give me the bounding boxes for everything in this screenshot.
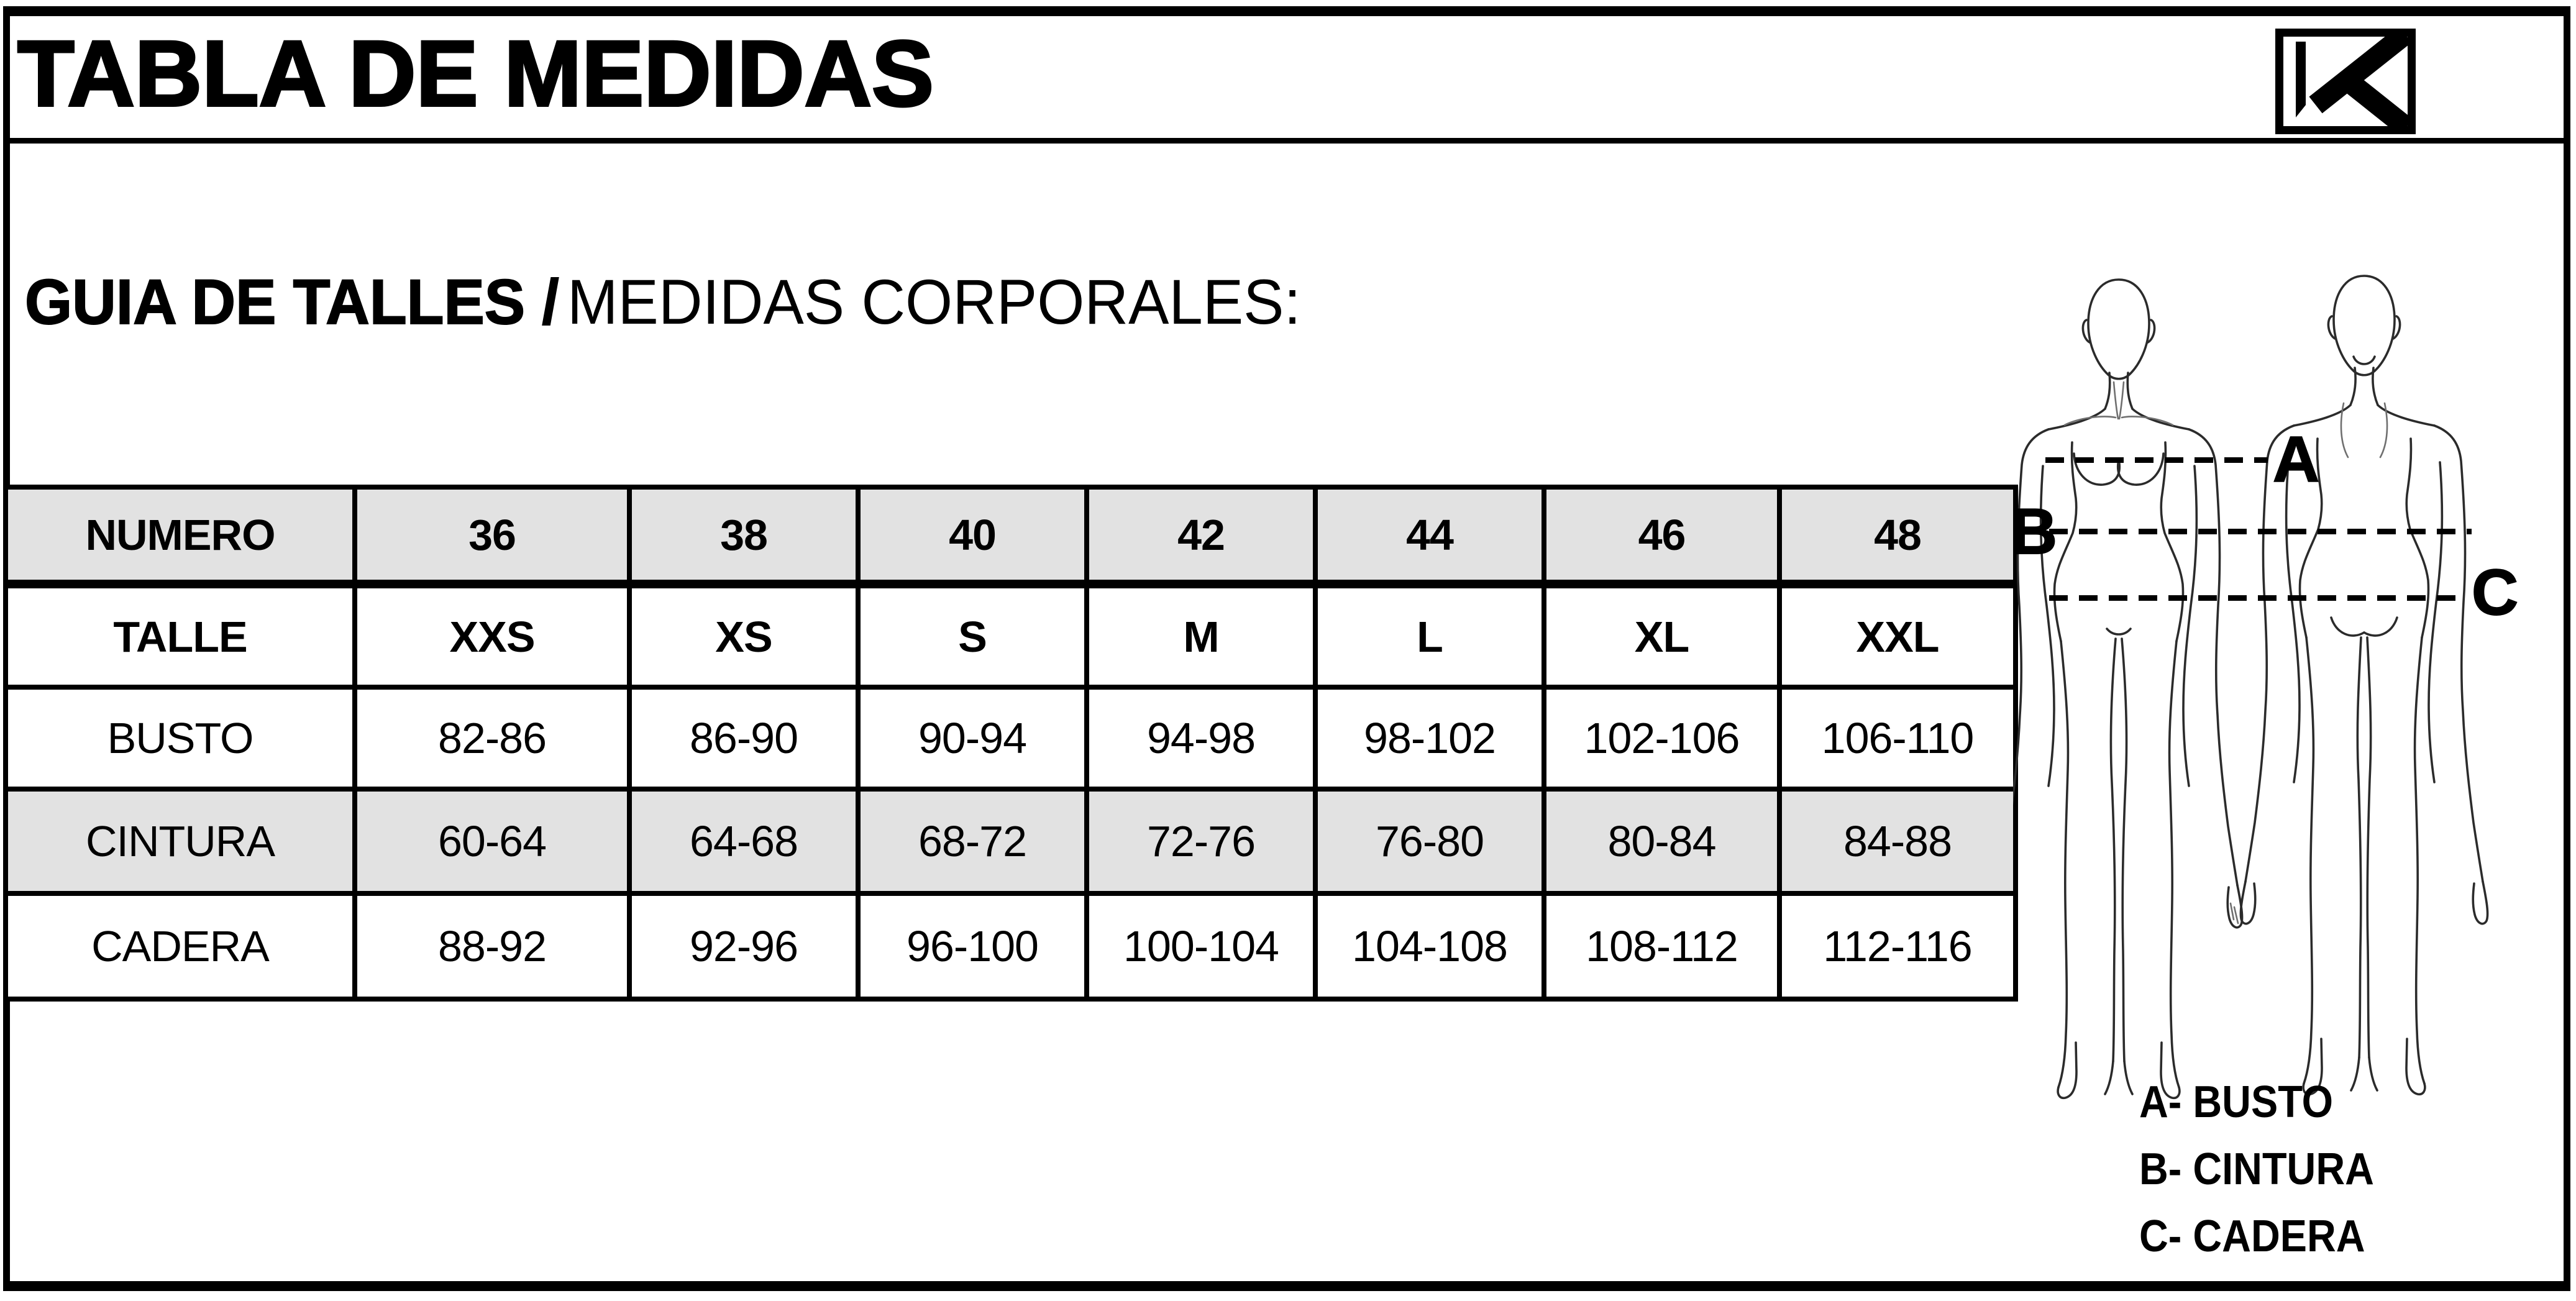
frame-top-bar — [3, 6, 2570, 16]
size-value-cell: XXL — [1777, 582, 2018, 690]
size-value-cell: 40 — [856, 485, 1089, 588]
size-value-cell: XXS — [352, 582, 632, 690]
bust-measure-line — [2045, 457, 2268, 463]
size-value-cell: 106-110 — [1777, 685, 2018, 792]
marker-a: A — [2272, 424, 2320, 496]
size-value-cell: 64-68 — [627, 787, 861, 896]
waist-measure-line — [2049, 529, 2472, 534]
size-value-cell: 72-76 — [1084, 787, 1318, 896]
frame-bottom-bar — [3, 1281, 2570, 1291]
size-value-cell: 104-108 — [1313, 891, 1546, 1002]
size-value-cell: 60-64 — [352, 787, 632, 896]
size-value-cell: 38 — [627, 485, 861, 588]
size-value-cell: 68-72 — [856, 787, 1089, 896]
row-label: BUSTO — [3, 685, 357, 792]
size-value-cell: 76-80 — [1313, 787, 1546, 896]
size-value-cell: S — [856, 582, 1089, 690]
table-row: NUMERO 36 38 40 42 44 46 48 — [3, 485, 2018, 588]
size-value-cell: 36 — [352, 485, 632, 588]
subtitle: GUIA DE TALLES / MEDIDAS CORPORALES: — [24, 266, 1301, 339]
size-value-cell: 100-104 — [1084, 891, 1318, 1002]
k-logo-glyph — [2296, 37, 2408, 126]
marker-c: C — [2471, 557, 2519, 629]
size-value-cell: 48 — [1777, 485, 2018, 588]
size-value-cell: 88-92 — [352, 891, 632, 1002]
table-row: CINTURA 60-64 64-68 68-72 72-76 76-80 80-84 84-… — [3, 787, 2018, 896]
size-table: NUMERO 36 38 40 42 44 46 48 TALLE XXS XS S M L XL XXL BU… — [3, 485, 2018, 1002]
size-value-cell: 98-102 — [1313, 685, 1546, 792]
size-value-cell: 96-100 — [856, 891, 1089, 1002]
female-back-outline — [2239, 275, 2489, 1096]
row-label: TALLE — [3, 582, 357, 690]
size-value-cell: 42 — [1084, 485, 1318, 588]
page-title: TABLA DE MEDIDAS — [16, 20, 935, 127]
size-value-cell: 90-94 — [856, 685, 1089, 792]
size-value-cell: XL — [1541, 582, 1782, 690]
subtitle-regular: MEDIDAS CORPORALES: — [567, 267, 1301, 337]
legend-item: A- BUSTO — [2139, 1077, 2334, 1127]
size-value-cell: 44 — [1313, 485, 1546, 588]
size-value-cell: 92-96 — [627, 891, 861, 1002]
size-value-cell: 82-86 — [352, 685, 632, 792]
subtitle-bold: GUIA DE TALLES / — [24, 266, 559, 338]
frame-right-bar — [2564, 6, 2570, 1291]
row-label: NUMERO — [3, 485, 357, 588]
legend-item: C- CADERA — [2139, 1212, 2365, 1261]
hip-measure-line — [2049, 595, 2465, 601]
table-row: TALLE XXS XS S M L XL XXL — [3, 582, 2018, 690]
size-value-cell: L — [1313, 582, 1546, 690]
marker-b: B — [2010, 496, 2058, 568]
table-row: BUSTO 82-86 86-90 90-94 94-98 98-102 102-106 10… — [3, 685, 2018, 792]
size-value-cell: 94-98 — [1084, 685, 1318, 792]
row-label: CADERA — [3, 891, 357, 1002]
row-label: CINTURA — [3, 787, 357, 896]
table-row: CADERA 88-92 92-96 96-100 100-104 104-108 108-… — [3, 891, 2018, 1002]
size-value-cell: 112-116 — [1777, 891, 2018, 1002]
size-value-cell: XS — [627, 582, 861, 690]
size-value-cell: 84-88 — [1777, 787, 2018, 896]
size-value-cell: 102-106 — [1541, 685, 1782, 792]
body-measure-diagram — [2013, 275, 2489, 1100]
title-divider — [3, 138, 2570, 144]
size-value-cell: 46 — [1541, 485, 1782, 588]
female-front-outline — [2013, 278, 2244, 1100]
size-value-cell: M — [1084, 582, 1318, 690]
legend-item: B- CINTURA — [2139, 1144, 2374, 1194]
size-value-cell: 80-84 — [1541, 787, 1782, 896]
size-value-cell: 86-90 — [627, 685, 861, 792]
measure-legend: A- BUSTO B- CINTURA C- CADERA — [2139, 1077, 2400, 1285]
size-value-cell: 108-112 — [1541, 891, 1782, 1002]
k-brand-logo-icon — [2275, 29, 2416, 134]
